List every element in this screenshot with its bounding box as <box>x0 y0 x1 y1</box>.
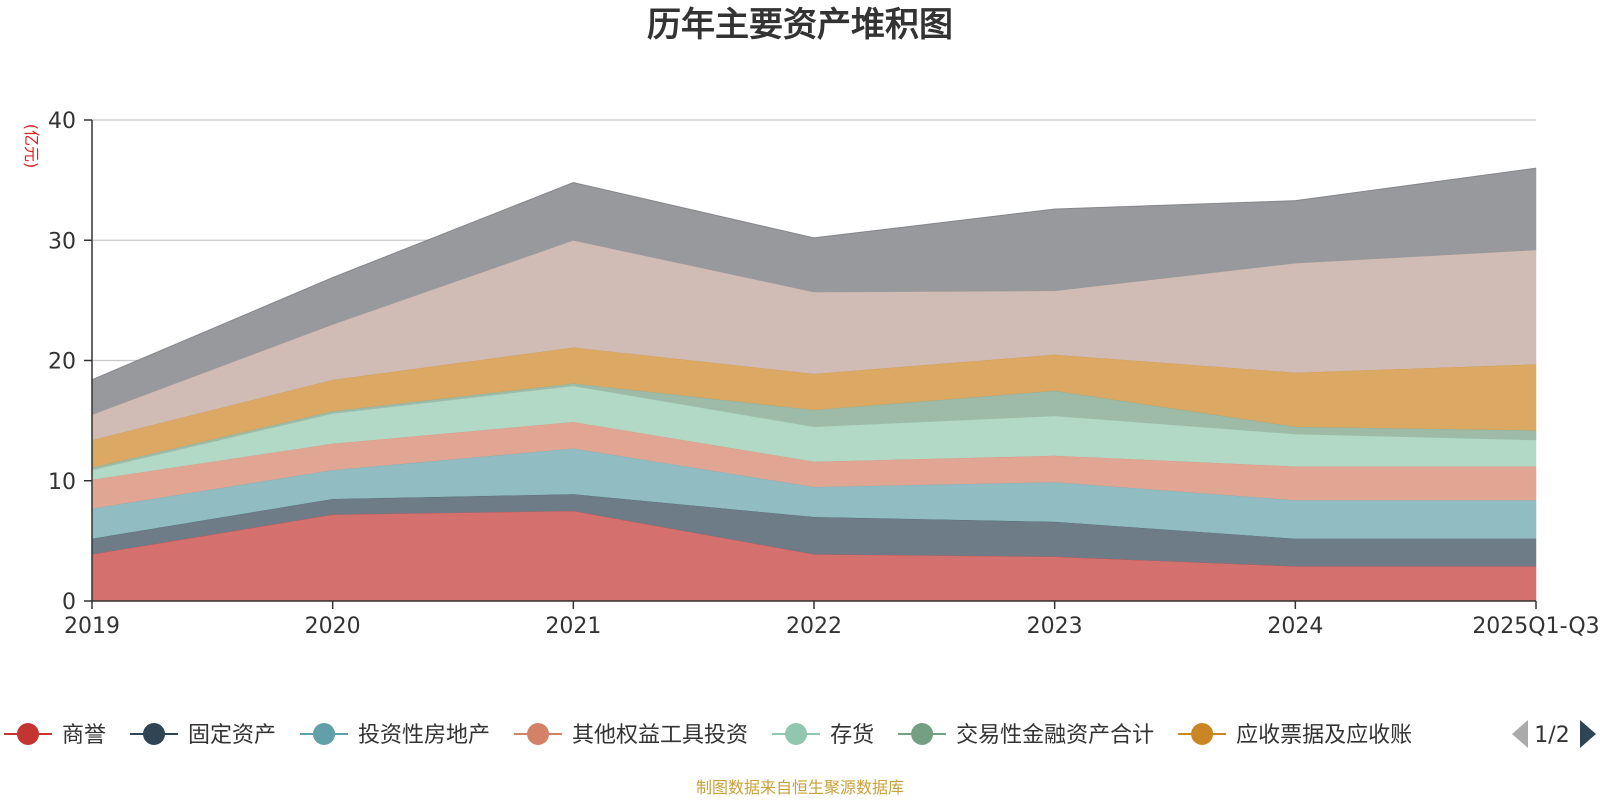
y-tick-label: 30 <box>48 229 76 254</box>
legend-label: 商誉 <box>62 723 106 748</box>
legend-label: 交易性金融资产合计 <box>956 723 1154 748</box>
legend-prev-icon[interactable] <box>1512 720 1528 748</box>
legend-marker <box>143 723 166 745</box>
y-tick-label: 10 <box>48 470 76 495</box>
legend-marker <box>17 723 39 745</box>
legend-label: 其他权益工具投资 <box>572 723 748 748</box>
area-series-edge-9 <box>91 167 1537 381</box>
x-tick-label: 2019 <box>64 614 120 639</box>
tick-labels: 0 10 20 30 40 2019 2020 2021 2022 2023 2024 2025Q1-… <box>48 109 1600 639</box>
x-tick-label: 2020 <box>305 614 361 639</box>
y-tick-label: 40 <box>48 109 76 134</box>
legend-marker <box>1191 723 1214 745</box>
legend-next-icon[interactable] <box>1580 720 1596 748</box>
y-axis-unit-label: (亿元) <box>22 124 41 169</box>
legend: 商誉 固定资产 投资性房地产 其他权益工具投资 存货 交易性金融资产合计 应收票据及应收账 1… <box>4 720 1596 748</box>
legend-item[interactable]: 商誉 <box>4 723 106 748</box>
legend-marker <box>911 723 934 745</box>
legend-item[interactable]: 存货 <box>772 723 874 748</box>
legend-item[interactable]: 投资性房地产 <box>300 723 490 748</box>
legend-label: 固定资产 <box>188 723 276 748</box>
legend-item[interactable]: 其他权益工具投资 <box>514 723 748 748</box>
x-tick-label: 2024 <box>1267 614 1323 639</box>
legend-label: 存货 <box>830 723 874 748</box>
y-tick-label: 0 <box>62 590 76 615</box>
legend-item[interactable]: 交易性金融资产合计 <box>898 723 1154 748</box>
legend-label: 投资性房地产 <box>358 723 490 748</box>
x-tick-label: 2022 <box>786 614 842 639</box>
legend-label: 应收票据及应收账 <box>1236 723 1412 748</box>
source-note: 制图数据来自恒生聚源数据库 <box>695 778 904 797</box>
chart-title: 历年主要资产堆积图 <box>647 5 953 45</box>
legend-marker <box>785 723 808 745</box>
legend-marker <box>527 723 550 745</box>
legend-page-indicator: 1/2 <box>1534 723 1569 748</box>
legend-pager: 1/2 <box>1512 720 1596 748</box>
x-tick-label: 2025Q1-Q3 <box>1472 614 1599 639</box>
area-series <box>91 167 1537 602</box>
y-tick-label: 20 <box>48 350 76 375</box>
x-tick-label: 2023 <box>1027 614 1083 639</box>
legend-marker <box>313 723 336 745</box>
legend-item[interactable]: 应收票据及应收账 <box>1178 723 1412 748</box>
x-tick-label: 2021 <box>545 614 601 639</box>
legend-item[interactable]: 固定资产 <box>130 723 276 748</box>
